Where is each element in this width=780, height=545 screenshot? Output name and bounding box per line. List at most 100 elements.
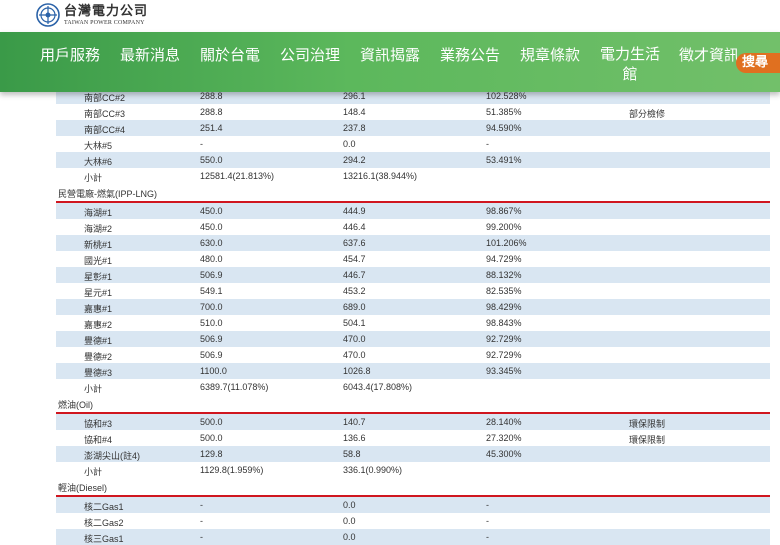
utilization-cell: 88.132%	[486, 270, 522, 280]
capacity-cell: 700.0	[200, 302, 223, 312]
capacity-cell: 1100.0	[200, 366, 227, 376]
utilization-cell: 101.206%	[486, 238, 527, 248]
utilization-cell: 98.843%	[486, 318, 522, 328]
unit-name-cell: 小計	[84, 384, 103, 394]
capacity-cell: 251.4	[200, 123, 223, 133]
section-header-oil: 燃油(Oil)	[56, 395, 770, 414]
nav-item-disclosure[interactable]: 資訊揭露	[360, 46, 421, 64]
capacity-cell: 1129.8(1.959%)	[200, 465, 264, 475]
net-generation-cell: 504.1	[343, 318, 366, 328]
net-generation-cell: 0.0	[343, 532, 356, 542]
net-generation-cell: 336.1(0.990%)	[343, 465, 403, 475]
table-row: 澎湖尖山(註4) 129.8 58.8 45.300%	[56, 446, 770, 462]
table-row: 大林#6 550.0 294.2 53.491%	[56, 152, 770, 168]
nav-item-about[interactable]: 關於台電	[200, 46, 261, 64]
net-generation-cell: 470.0	[343, 334, 366, 344]
utilization-cell: -	[486, 516, 489, 526]
utilization-cell: -	[486, 532, 489, 542]
unit-name-cell: 海湖#1	[84, 208, 113, 218]
capacity-cell: 450.0	[200, 206, 223, 216]
net-generation-cell: 446.7	[343, 270, 366, 280]
capacity-cell: 288.8	[200, 91, 223, 101]
utilization-cell: 98.429%	[486, 302, 522, 312]
capacity-cell: 500.0	[200, 433, 223, 443]
unit-name-cell: 星彰#1	[84, 272, 113, 282]
search-button[interactable]: 搜尋	[736, 53, 780, 73]
table-row: 小計 6389.7(11.078%) 6043.4(17.808%)	[56, 379, 770, 395]
taipower-logo[interactable]: 台灣電力公司 TAIWAN POWER COMPANY	[36, 3, 148, 27]
unit-name-cell: 大林#6	[84, 157, 113, 167]
table-row: 海湖#2 450.0 446.4 99.200%	[56, 219, 770, 235]
table-row: 南部CC#4 251.4 237.8 94.590%	[56, 120, 770, 136]
logo-english-name: TAIWAN POWER COMPANY	[64, 19, 145, 26]
unit-name-cell: 星元#1	[84, 288, 113, 298]
utilization-cell: 82.535%	[486, 286, 522, 296]
table-row: 嘉惠#1 700.0 689.0 98.429%	[56, 299, 770, 315]
capacity-cell: 480.0	[200, 254, 223, 264]
net-generation-cell: 453.2	[343, 286, 366, 296]
table-row: 小計 12581.4(21.813%) 13216.1(38.944%)	[56, 168, 770, 184]
net-generation-cell: 0.0	[343, 500, 356, 510]
nav-item-power-life[interactable]: 電力生活館	[599, 45, 660, 83]
nav-item-news[interactable]: 最新消息	[120, 46, 181, 64]
table-row: 核三Gas1 - 0.0 -	[56, 529, 770, 545]
utilization-cell: 98.867%	[486, 206, 522, 216]
taipower-logo-icon	[36, 3, 60, 27]
net-generation-cell: 1026.8	[343, 366, 371, 376]
capacity-cell: 549.1	[200, 286, 223, 296]
generation-table: 南部CC#2 288.8 296.1 102.528% 南部CC#3 288.8 148.4…	[56, 88, 770, 545]
table-row: 星彰#1 506.9 446.7 88.132%	[56, 267, 770, 283]
table-row: 國光#1 480.0 454.7 94.729%	[56, 251, 770, 267]
table-row: 核二Gas1 - 0.0 -	[56, 497, 770, 513]
capacity-cell: -	[200, 139, 203, 149]
nav-item-regulations[interactable]: 規章條款	[520, 46, 581, 64]
utilization-cell: 27.320%	[486, 433, 522, 443]
table-row: 核二Gas2 - 0.0 -	[56, 513, 770, 529]
nav-item-governance[interactable]: 公司治理	[280, 46, 341, 64]
capacity-cell: 129.8	[200, 449, 223, 459]
capacity-cell: -	[200, 532, 203, 542]
net-generation-cell: 294.2	[343, 155, 366, 165]
capacity-cell: -	[200, 500, 203, 510]
unit-name-cell: 南部CC#2	[84, 93, 126, 103]
capacity-cell: 506.9	[200, 350, 223, 360]
net-generation-cell: 148.4	[343, 107, 366, 117]
unit-name-cell: 國光#1	[84, 256, 113, 266]
unit-name-cell: 協和#3	[84, 419, 113, 429]
section-header-diesel: 輕油(Diesel)	[56, 478, 770, 497]
unit-name-cell: 豐德#2	[84, 352, 113, 362]
capacity-cell: -	[200, 516, 203, 526]
utilization-cell: 94.590%	[486, 123, 522, 133]
utilization-cell: 93.345%	[486, 366, 522, 376]
nav-item-customer-service[interactable]: 用戶服務	[40, 46, 101, 64]
nav-item-announcements[interactable]: 業務公告	[440, 46, 501, 64]
unit-name-cell: 新桃#1	[84, 240, 113, 250]
unit-name-cell: 南部CC#4	[84, 125, 126, 135]
capacity-cell: 506.9	[200, 270, 223, 280]
search-label: 搜尋	[742, 55, 769, 70]
net-generation-cell: 140.7	[343, 417, 366, 427]
nav-item-careers[interactable]: 徵才資訊	[679, 46, 740, 64]
utilization-cell: 51.385%	[486, 107, 522, 117]
logo-chinese-name: 台灣電力公司	[64, 3, 149, 19]
unit-name-cell: 豐德#3	[84, 368, 113, 378]
net-generation-cell: 58.8	[343, 449, 361, 459]
table-row: 協和#3 500.0 140.7 28.140% 環保限制	[56, 414, 770, 430]
unit-name-cell: 嘉惠#2	[84, 320, 113, 330]
utilization-cell: 94.729%	[486, 254, 522, 264]
utilization-cell: -	[486, 500, 489, 510]
unit-name-cell: 小計	[84, 467, 103, 477]
table-row: 豐德#2 506.9 470.0 92.729%	[56, 347, 770, 363]
capacity-cell: 630.0	[200, 238, 223, 248]
utilization-cell: 53.491%	[486, 155, 522, 165]
net-generation-cell: 446.4	[343, 222, 366, 232]
net-generation-cell: 296.1	[343, 91, 366, 101]
remark-cell: 環保限制	[629, 435, 666, 445]
table-row: 南部CC#2 288.8 296.1 102.528%	[56, 88, 770, 104]
table-row: 協和#4 500.0 136.6 27.320% 環保限制	[56, 430, 770, 446]
capacity-cell: 506.9	[200, 334, 223, 344]
unit-name-cell: 大林#5	[84, 141, 113, 151]
net-generation-cell: 637.6	[343, 238, 366, 248]
capacity-cell: 12581.4(21.813%)	[200, 171, 275, 181]
table-row: 嘉惠#2 510.0 504.1 98.843%	[56, 315, 770, 331]
